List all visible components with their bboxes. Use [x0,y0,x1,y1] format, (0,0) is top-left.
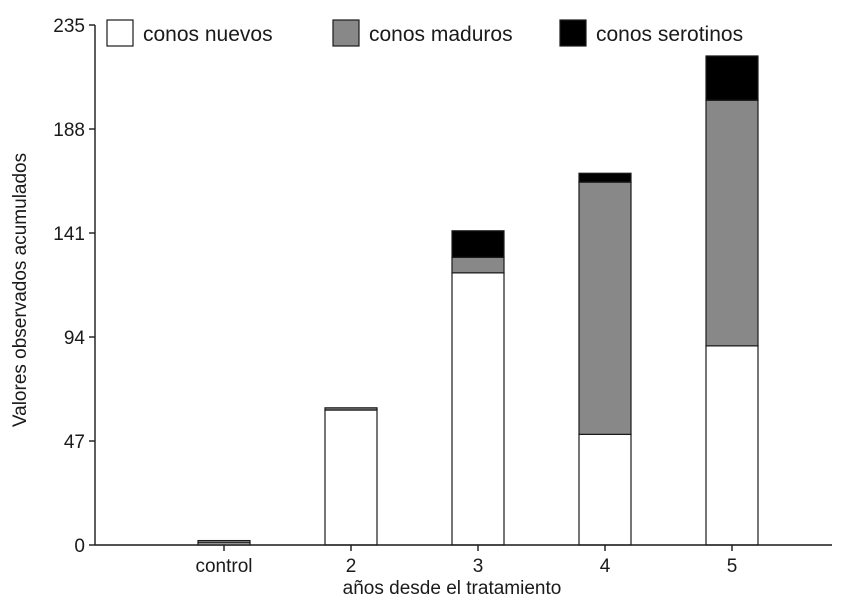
bar-segment-conos-serotinos [705,55,759,101]
y-tick-label: 94 [64,328,86,349]
x-axis: control 2 3 4 5 [95,544,832,577]
y-tick-label: 188 [53,120,85,141]
bar-segment-conos-nuevos [451,272,505,546]
legend-label: conos nuevos [143,23,273,46]
x-axis-title: años desde el tratamiento [343,578,562,599]
legend-swatch [106,19,134,47]
bar-segment-conos-serotinos [578,172,632,183]
x-tick-label: 2 [346,556,357,577]
legend-label: conos serotinos [596,23,743,46]
y-tick-label: 47 [64,432,85,453]
y-tick-label: 235 [53,16,85,37]
y-tick-label: 141 [53,224,85,245]
x-tick-label: 3 [473,556,484,577]
bars [197,55,759,546]
y-axis-title: Valores observados acumulados [10,153,31,427]
bar-segment-conos-nuevos [705,345,759,546]
bar-segment-conos-maduros [578,181,632,435]
bar-segment-conos-nuevos [578,433,632,546]
bar-segment-conos-maduros [705,99,759,347]
x-tick-label: 4 [600,556,611,577]
y-axis: 0 47 94 141 188 235 [53,16,96,557]
bar-segment-conos-maduros [451,256,505,274]
legend-swatch [559,19,587,47]
legend-swatch [332,19,360,47]
legend-label: conos maduros [369,23,513,46]
bar-segment-conos-serotinos [451,230,505,258]
legend: conos nuevos conos maduros conos serotinos [106,19,743,47]
x-tick-label: 5 [727,556,738,577]
y-tick-label: 0 [74,536,85,557]
bar-segment-conos-maduros [197,539,251,544]
bar-segment-conos-nuevos [324,409,378,546]
bar-segment-conos-maduros [324,407,378,411]
x-tick-label: control [195,556,252,577]
